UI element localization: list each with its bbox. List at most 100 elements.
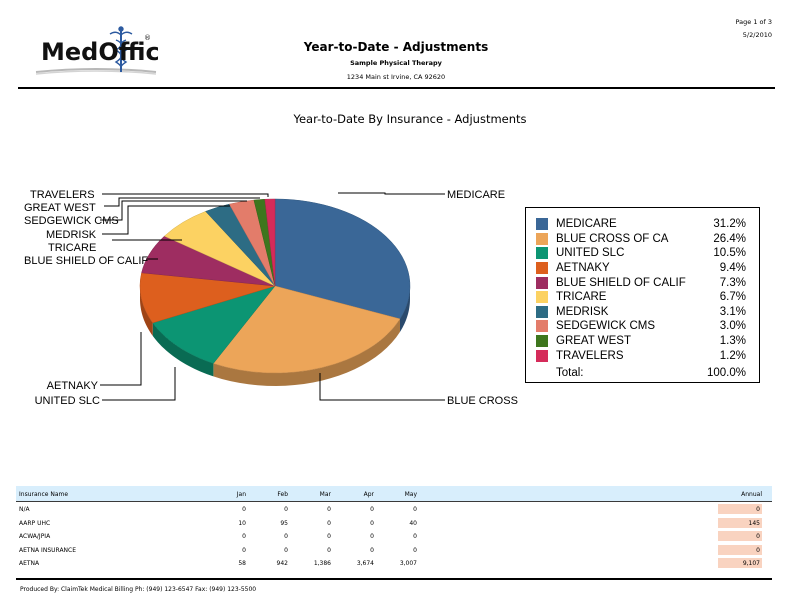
legend-label: MEDRISK <box>556 305 609 318</box>
legend-item: MEDRISK 3.1% <box>536 305 759 320</box>
legend-label: TRICARE <box>556 291 607 304</box>
callout-blue-shield-of-calif: BLUE SHIELD OF CALIF <box>24 255 148 267</box>
leader-medicare <box>338 192 445 195</box>
legend-item: AETNAKY 9.4% <box>536 261 759 276</box>
col-insurance-name: Insurance Name <box>19 491 69 498</box>
footer-divider <box>16 578 772 580</box>
pie-side-aetnaky <box>140 286 153 336</box>
col-feb: Feb <box>277 491 288 498</box>
legend-swatch <box>536 291 548 304</box>
table-row: AETNA 58 942 1,386 3,674 3,007 9,107 <box>19 558 762 568</box>
leader-blue-cross-of-ca <box>319 373 445 401</box>
pie-slice-blue-cross-of-ca <box>212 285 401 374</box>
col-jan: Jan <box>236 491 246 498</box>
pie-slice-united-slc <box>152 285 276 364</box>
header-divider <box>18 87 775 89</box>
legend-item: TRAVELERS 1.2% <box>536 348 759 363</box>
legend-total-label: Total: <box>556 367 584 380</box>
chart-legend: MEDICARE 31.2% BLUE CROSS OF CA 26.4% UNITED… <box>525 207 760 383</box>
annual-highlight <box>718 531 762 541</box>
table-row: N/A 0 0 0 0 0 0 <box>19 504 762 514</box>
legend-swatch <box>536 247 548 260</box>
legend-swatch <box>536 305 548 318</box>
chart-title: Year-to-Date By Insurance - Adjustments <box>293 112 527 126</box>
legend-item: SEDGEWICK CMS 3.0% <box>536 319 759 334</box>
pie-slice-travelers <box>264 198 276 287</box>
legend-percent: 1.2% <box>719 349 746 362</box>
pie-slice-aetnaky <box>139 272 276 324</box>
leader-great-west <box>104 197 260 207</box>
legend-swatch <box>536 262 548 275</box>
table-row: AARP UHC 10 95 0 0 40 145 <box>19 517 762 528</box>
legend-label: TRAVELERS <box>556 349 624 362</box>
callout-travelers: TRAVELERS <box>30 189 95 201</box>
logo-wordmark: MedOffice <box>41 38 158 66</box>
pie-side-medicare <box>399 286 410 332</box>
annual-highlight <box>718 517 762 528</box>
legend-label: BLUE CROSS OF CA <box>556 232 669 245</box>
legend-item: UNITED SLC 10.5% <box>536 246 759 261</box>
col-apr: Apr <box>363 491 374 498</box>
col-may: May <box>404 491 417 498</box>
col-mar: Mar <box>319 491 331 498</box>
annual-highlight <box>718 558 762 568</box>
legend-label: AETNAKY <box>556 262 610 275</box>
legend-label: BLUE SHIELD OF CALIF <box>556 276 686 289</box>
legend-percent: 26.4% <box>713 232 746 245</box>
leader-united-slc <box>102 367 176 401</box>
legend-total: Total: 100.0% <box>536 366 759 381</box>
legend-label: MEDICARE <box>556 218 617 231</box>
legend-swatch <box>536 320 548 333</box>
callout-sedgewick-cms: SEDGEWICK CMS <box>24 215 119 227</box>
pie-sides <box>140 286 410 386</box>
col-annual: Annual <box>741 491 762 498</box>
callout-medrisk: MEDRISK <box>46 229 97 241</box>
legend-item: BLUE SHIELD OF CALIF 7.3% <box>536 275 759 290</box>
legend-percent: 7.3% <box>719 276 746 289</box>
page-info: Page 1 of 3 5/2/2010 <box>736 16 772 42</box>
pie-chart: MEDICARE BLUE CROSS OF CA UNITED SLC AETNAK… <box>24 189 520 407</box>
callout-blue-cross-of-ca: BLUE CROSS OF CA <box>447 395 520 407</box>
page-number: Page 1 of 3 <box>735 18 772 26</box>
legend-swatch <box>536 232 548 245</box>
legend-swatch <box>536 335 548 348</box>
medoffice-logo: MedOffice ® <box>34 26 158 76</box>
leader-medrisk <box>102 205 230 235</box>
legend-percent: 10.5% <box>713 247 746 260</box>
table-row: ACWA/JPIA 0 0 0 0 0 0 <box>19 531 762 541</box>
table-row: AETNA INSURANCE 0 0 0 0 0 0 <box>19 544 762 555</box>
legend-percent: 1.3% <box>719 335 746 348</box>
practice-address: 1234 Main st Irvine, CA 92620 <box>346 73 446 81</box>
callout-medicare: MEDICARE <box>447 189 505 201</box>
legend-percent: 31.2% <box>713 218 746 231</box>
legend-label: GREAT WEST <box>556 335 631 348</box>
legend-swatch <box>536 218 548 231</box>
practice-name: Sample Physical Therapy <box>350 59 442 67</box>
leader-sedgewick-cms <box>100 200 247 221</box>
legend-item: GREAT WEST 1.3% <box>536 334 759 349</box>
legend-percent: 9.4% <box>719 262 746 275</box>
legend-label: UNITED SLC <box>556 247 625 260</box>
legend-percent: 3.1% <box>719 305 746 318</box>
pie-slice-medicare <box>274 198 411 320</box>
legend-item: BLUE CROSS OF CA 26.4% <box>536 232 759 247</box>
footer-text: Produced By: ClaimTek Medical Billing Ph… <box>20 586 257 593</box>
annual-highlight <box>718 504 762 514</box>
legend-percent: 3.0% <box>719 320 746 333</box>
legend-percent: 6.7% <box>719 291 746 304</box>
legend-item: MEDICARE 31.2% <box>536 217 759 232</box>
callout-tricare: TRICARE <box>48 242 96 254</box>
caduceus-icon <box>109 26 133 72</box>
callout-united-slc: UNITED SLC <box>35 395 100 407</box>
callout-aetnaky: AETNAKY <box>47 380 99 392</box>
callout-great-west: GREAT WEST <box>24 202 96 214</box>
adjustments-table: Insurance Name Jan Feb Mar Apr May Annua… <box>16 486 772 570</box>
report-date: 5/2/2010 <box>742 31 772 39</box>
legend-total-percent: 100.0% <box>706 367 746 380</box>
pie-side-united-slc <box>152 322 214 377</box>
legend-item: TRICARE 6.7% <box>536 290 759 305</box>
legend-swatch <box>536 276 548 289</box>
table-header: Insurance Name Jan Feb Mar Apr May Annua… <box>16 486 772 502</box>
leader-aetnaky <box>100 332 142 386</box>
registered-mark: ® <box>144 34 151 42</box>
